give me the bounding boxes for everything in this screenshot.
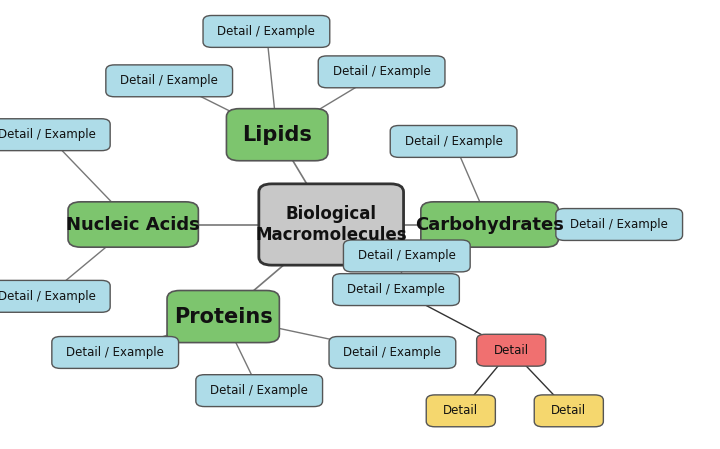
FancyBboxPatch shape — [329, 337, 456, 368]
Text: Detail: Detail — [444, 405, 478, 417]
FancyBboxPatch shape — [52, 337, 179, 368]
Text: Detail / Example: Detail / Example — [343, 346, 441, 359]
Text: Biological
Macromolecules: Biological Macromolecules — [256, 205, 407, 244]
Text: Detail / Example: Detail / Example — [333, 66, 431, 78]
Text: Carbohydrates: Carbohydrates — [415, 216, 564, 233]
FancyBboxPatch shape — [0, 119, 110, 151]
Text: Detail / Example: Detail / Example — [120, 75, 218, 87]
Text: Proteins: Proteins — [174, 307, 273, 326]
Text: Detail / Example: Detail / Example — [66, 346, 164, 359]
FancyBboxPatch shape — [68, 202, 198, 247]
Text: Detail / Example: Detail / Example — [405, 135, 503, 148]
Text: Detail: Detail — [552, 405, 586, 417]
Text: Detail / Example: Detail / Example — [0, 128, 96, 141]
Text: Detail / Example: Detail / Example — [358, 250, 456, 262]
Text: Detail / Example: Detail / Example — [210, 384, 308, 397]
FancyBboxPatch shape — [203, 16, 330, 47]
FancyBboxPatch shape — [226, 109, 328, 161]
FancyBboxPatch shape — [477, 334, 546, 366]
Text: Detail / Example: Detail / Example — [347, 283, 445, 296]
Text: Lipids: Lipids — [242, 125, 312, 145]
FancyBboxPatch shape — [333, 273, 459, 305]
Text: Nucleic Acids: Nucleic Acids — [66, 216, 200, 233]
FancyBboxPatch shape — [390, 125, 517, 157]
FancyBboxPatch shape — [0, 280, 110, 313]
FancyBboxPatch shape — [167, 291, 279, 343]
Text: Detail: Detail — [494, 344, 528, 357]
FancyBboxPatch shape — [534, 395, 603, 427]
FancyBboxPatch shape — [259, 184, 403, 265]
FancyBboxPatch shape — [106, 65, 233, 97]
Text: Detail / Example: Detail / Example — [0, 290, 96, 303]
FancyBboxPatch shape — [556, 208, 683, 241]
FancyBboxPatch shape — [318, 56, 445, 88]
FancyBboxPatch shape — [420, 202, 559, 247]
FancyBboxPatch shape — [343, 240, 470, 272]
Text: Detail / Example: Detail / Example — [570, 218, 668, 231]
FancyBboxPatch shape — [426, 395, 495, 427]
FancyBboxPatch shape — [196, 374, 323, 407]
Text: Detail / Example: Detail / Example — [217, 25, 315, 38]
